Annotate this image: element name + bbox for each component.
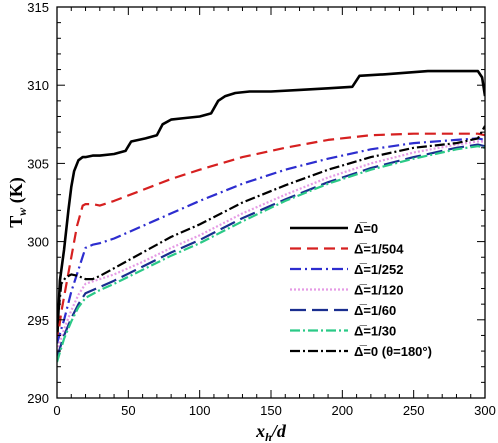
y-label-main: T: [6, 216, 26, 228]
series-line-6: [57, 145, 485, 363]
x-tick-label: 300: [474, 403, 496, 418]
series-line-4: [57, 140, 485, 352]
legend-label-7: Δ̅=0 (θ=180°): [354, 344, 432, 359]
y-tick-label: 310: [27, 78, 49, 93]
y-label-sub: w: [15, 207, 29, 216]
plot-area: [57, 69, 485, 363]
y-tick-label: 290: [27, 391, 49, 406]
legend-label-1: Δ̅=0: [354, 221, 378, 236]
x-label-sub: h: [265, 430, 272, 443]
legend-label-4: Δ̅=1/120: [354, 283, 403, 298]
axes: 0 50 100 150 200 250 300 290 295 300 305 310 315: [27, 0, 496, 418]
axis-labels: Tw (K) xh/d: [6, 177, 287, 443]
y-axis-label: Tw (K): [6, 177, 29, 228]
legend: Δ̅=0 Δ̅=1/504 Δ̅=1/252 Δ̅=1/120 Δ̅=1/60 Δ̅=1/…: [290, 221, 432, 359]
x-tick-label: 50: [121, 403, 135, 418]
x-label-main: x: [255, 421, 265, 441]
legend-label-5: Δ̅=1/60: [354, 303, 396, 318]
x-axis-label: xh/d: [255, 421, 287, 443]
y-tick-label: 315: [27, 0, 49, 15]
series-line-5: [57, 143, 485, 358]
legend-label-2: Δ̅=1/504: [354, 242, 404, 257]
x-tick-label: 150: [260, 403, 282, 418]
plot-frame: [56, 6, 486, 399]
series-group: [57, 69, 485, 363]
y-tick-label: 305: [27, 156, 49, 171]
y-label-rest: (K): [6, 177, 27, 208]
series-line-7: [57, 125, 485, 328]
series-line-2: [57, 132, 485, 344]
x-tick-label: 100: [189, 403, 211, 418]
y-tick-label: 300: [27, 235, 49, 250]
y-tick-label: 295: [27, 313, 49, 328]
x-tick-label: 200: [331, 403, 353, 418]
legend-label-6: Δ̅=1/30: [354, 324, 396, 339]
x-tick-label: 0: [53, 403, 60, 418]
series-line-1: [57, 69, 485, 344]
series-line-3: [57, 137, 485, 344]
legend-label-3: Δ̅=1/252: [354, 262, 403, 277]
x-tick-label: 250: [403, 403, 425, 418]
x-label-rest: /d: [270, 421, 287, 441]
